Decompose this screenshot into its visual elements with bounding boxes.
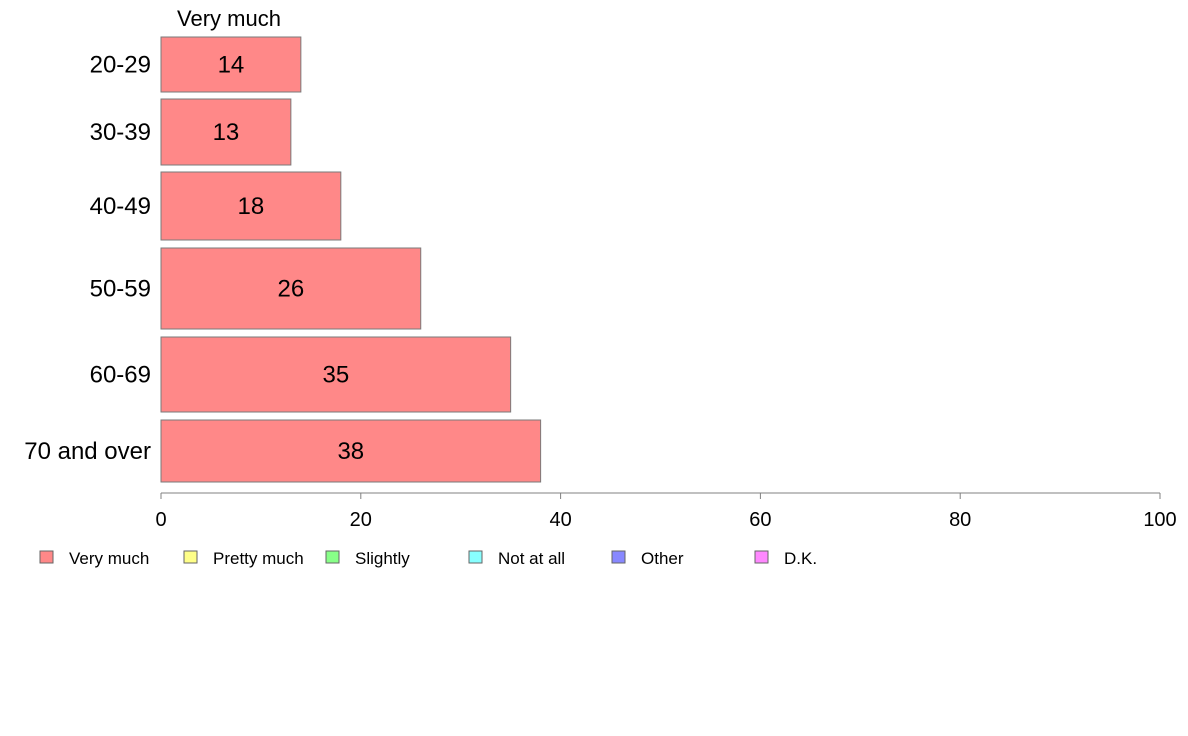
legend-swatch — [39, 550, 54, 564]
bars-group: 20-29 14 30-39 13 40-49 18 50-59 26 60-69 35 70 an… — [24, 36, 542, 483]
legend-swatch — [183, 550, 198, 564]
x-tick-label: 20 — [350, 509, 372, 531]
bar — [160, 36, 302, 93]
category-label: 60-69 — [90, 362, 151, 389]
data-label: 26 — [278, 276, 305, 303]
legend-label: Pretty much — [213, 549, 304, 568]
data-label: 14 — [218, 52, 245, 79]
category-label: 30-39 — [90, 119, 151, 146]
category-label: 50-59 — [90, 276, 151, 303]
bar — [160, 98, 292, 166]
bar — [160, 171, 342, 241]
category-label: 40-49 — [90, 193, 151, 220]
legend-label: Slightly — [355, 549, 410, 568]
data-label: 13 — [213, 119, 240, 146]
data-label: 18 — [238, 193, 265, 220]
x-tick-label: 80 — [949, 509, 971, 531]
legend-swatch — [468, 550, 483, 564]
x-axis: 0 20 40 60 80 100 — [155, 492, 1177, 531]
x-tick-label: 0 — [155, 509, 166, 531]
bar — [160, 336, 512, 413]
data-label: 35 — [322, 362, 349, 389]
data-label: 38 — [337, 438, 364, 465]
legend-label: D.K. — [784, 549, 817, 568]
legend-label: Very much — [69, 549, 149, 568]
legend-label: Not at all — [498, 549, 565, 568]
legend-label: Other — [641, 549, 684, 568]
x-tick-label: 40 — [549, 509, 571, 531]
bar — [160, 247, 422, 330]
series-title: Very much — [177, 6, 281, 31]
x-tick-label: 60 — [749, 509, 771, 531]
x-tick-label: 100 — [1143, 509, 1176, 531]
legend-swatch — [325, 550, 340, 564]
category-label: 70 and over — [24, 438, 151, 465]
bar — [160, 419, 542, 483]
legend-swatch — [754, 550, 769, 564]
category-label: 20-29 — [90, 52, 151, 79]
legend: Very much Pretty much Slightly Not at all Ot… — [39, 549, 817, 568]
legend-swatch — [611, 550, 626, 564]
